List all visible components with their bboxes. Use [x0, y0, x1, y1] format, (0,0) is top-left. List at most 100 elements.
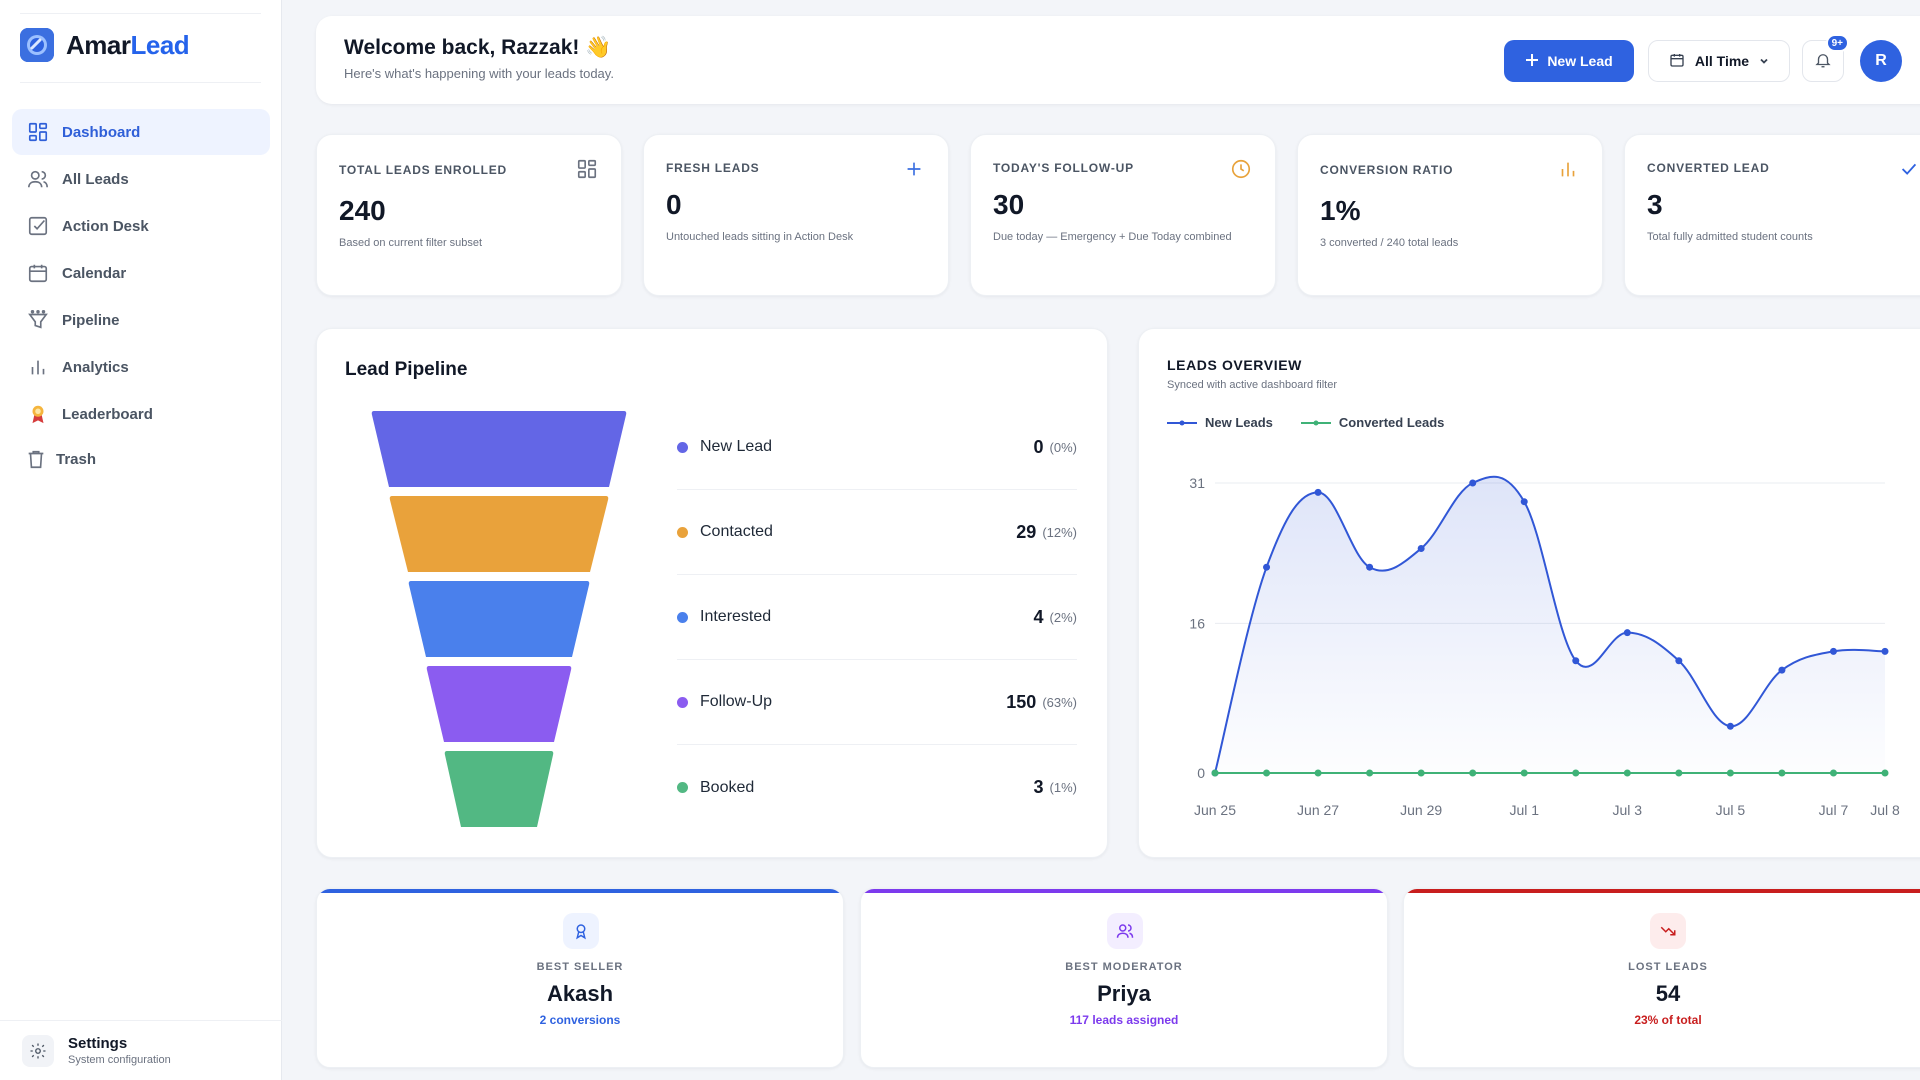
x-tick-label: Jul 8: [1870, 802, 1900, 818]
stat-card-conversion-ratio: CONVERSION RATIO 1% 3 converted / 240 to…: [1297, 134, 1603, 296]
divider: [20, 13, 261, 14]
card-value: Akash: [546, 981, 614, 1006]
sidebar-item-label: All Leads: [62, 170, 129, 188]
data-point[interactable]: [1778, 769, 1786, 777]
legend-line-icon: [1300, 420, 1331, 425]
funnel-segment-follow-up[interactable]: [426, 666, 572, 742]
pipeline-stage-row: Follow-Up 150 (63%): [677, 660, 1077, 745]
sidebar-item-all-leads[interactable]: All Leads: [12, 156, 270, 202]
card-accent-bar: [317, 889, 843, 893]
page-header: Welcome back, Razzak! 👋 Here's what's ha…: [316, 16, 1920, 104]
data-point[interactable]: [1572, 769, 1580, 777]
data-point[interactable]: [1417, 544, 1425, 552]
data-point[interactable]: [1469, 769, 1477, 777]
sidebar-item-leaderboard[interactable]: Leaderboard: [12, 391, 270, 437]
x-tick-label: Jun 25: [1194, 802, 1236, 818]
data-point[interactable]: [1778, 666, 1786, 674]
grid-icon: [575, 157, 599, 181]
data-point[interactable]: [1314, 769, 1322, 777]
x-tick-label: Jul 5: [1716, 802, 1746, 818]
data-point[interactable]: [1829, 769, 1837, 777]
stage-name: Booked: [700, 778, 755, 796]
stat-label: TODAY'S FOLLOW-UP: [993, 161, 1134, 175]
y-tick-label: 31: [1189, 475, 1205, 491]
data-point[interactable]: [1623, 629, 1631, 637]
brand-logo-icon: [20, 28, 54, 62]
data-point[interactable]: [1520, 769, 1528, 777]
stage-color-dot: [677, 526, 688, 538]
stat-card-total-leads: TOTAL LEADS ENROLLED 240 Based on curren…: [316, 134, 622, 296]
funnel-segment-interested[interactable]: [408, 581, 590, 657]
stage-color-dot: [677, 441, 688, 453]
stage-value: 3: [1033, 777, 1044, 797]
data-point[interactable]: [1417, 769, 1425, 777]
stage-percent: (63%): [1042, 694, 1077, 710]
stage-value: 4: [1033, 606, 1044, 627]
data-point[interactable]: [1726, 769, 1734, 777]
sidebar-item-analytics[interactable]: Analytics: [12, 344, 270, 390]
data-point[interactable]: [1675, 657, 1683, 665]
data-point[interactable]: [1623, 769, 1631, 777]
stage-percent: (1%): [1049, 780, 1077, 795]
card-subtext: 117 leads assigned: [1069, 1013, 1179, 1027]
time-filter-value: All Time: [1694, 53, 1750, 69]
legend-item-converted-leads[interactable]: Converted Leads: [1300, 415, 1445, 430]
sidebar-nav: Dashboard All Leads Action Desk Calendar…: [12, 109, 270, 481]
sidebar-item-calendar[interactable]: Calendar: [12, 250, 270, 296]
data-point[interactable]: [1314, 488, 1322, 496]
data-point[interactable]: [1675, 769, 1683, 777]
clock-icon: [1229, 157, 1253, 181]
calendar-icon: [26, 261, 50, 285]
series-line-new-leads[interactable]: [1214, 475, 1886, 774]
stat-value: 240: [339, 195, 386, 226]
settings-title: Settings: [68, 1035, 128, 1052]
data-point[interactable]: [1366, 563, 1374, 571]
data-point[interactable]: [1469, 479, 1477, 487]
chart-legend: New Leads Converted Leads: [1167, 415, 1444, 430]
leads-overview-chart: 0 16 31 Jun 25 Jun 27 Jun 29 Jul 1 Jul 3 Jul 5 Ju…: [1189, 475, 1900, 818]
divider: [20, 82, 261, 83]
legend-label: Converted Leads: [1338, 415, 1445, 430]
sidebar-item-trash[interactable]: Trash: [12, 438, 270, 480]
data-point[interactable]: [1366, 769, 1374, 777]
data-point[interactable]: [1881, 769, 1889, 777]
avatar[interactable]: R: [1860, 40, 1902, 82]
funnel-segment-booked[interactable]: [444, 751, 554, 827]
funnel-icon: [26, 308, 50, 332]
brand-name: AmarLead: [66, 29, 190, 60]
stat-label: FRESH LEADS: [666, 161, 760, 175]
data-point[interactable]: [1829, 647, 1837, 655]
stage-name: Interested: [700, 608, 772, 625]
data-point[interactable]: [1726, 722, 1734, 730]
data-point[interactable]: [1211, 769, 1219, 777]
data-point[interactable]: [1520, 498, 1528, 506]
new-lead-label: New Lead: [1547, 53, 1613, 69]
trash-icon: [24, 447, 48, 471]
data-point[interactable]: [1263, 563, 1271, 571]
users-icon: [26, 167, 50, 191]
pipeline-stage-row: New Lead 0 (0%): [677, 405, 1077, 490]
stat-label: CONVERSION RATIO: [1320, 163, 1454, 177]
funnel-segment-new-lead[interactable]: [371, 411, 627, 487]
stat-subtext: Due today — Emergency + Due Today combin…: [993, 231, 1232, 243]
data-point[interactable]: [1881, 647, 1889, 655]
sidebar-item-dashboard[interactable]: Dashboard: [12, 109, 270, 155]
notifications-button[interactable]: 9+: [1802, 34, 1849, 82]
settings-link[interactable]: Settings System configuration: [0, 1020, 282, 1080]
stage-color-dot: [677, 611, 688, 623]
legend-item-new-leads[interactable]: New Leads: [1167, 415, 1273, 430]
data-point[interactable]: [1263, 769, 1271, 777]
sidebar-item-action-desk[interactable]: Action Desk: [12, 203, 270, 249]
legend-label: New Leads: [1205, 415, 1273, 430]
sidebar-item-pipeline[interactable]: Pipeline: [12, 297, 270, 343]
funnel-segment-contacted[interactable]: [389, 496, 609, 572]
stat-subtext: 3 converted / 240 total leads: [1320, 237, 1459, 249]
stage-name: New Lead: [700, 438, 773, 455]
brand-logo-link[interactable]: AmarLead: [20, 28, 190, 62]
new-lead-button[interactable]: New Lead: [1504, 40, 1634, 82]
award-icon: [563, 913, 599, 949]
bar-chart-icon: [26, 355, 50, 379]
medal-icon: [26, 402, 50, 426]
data-point[interactable]: [1572, 657, 1580, 665]
time-filter-select[interactable]: All Time: [1648, 40, 1790, 82]
